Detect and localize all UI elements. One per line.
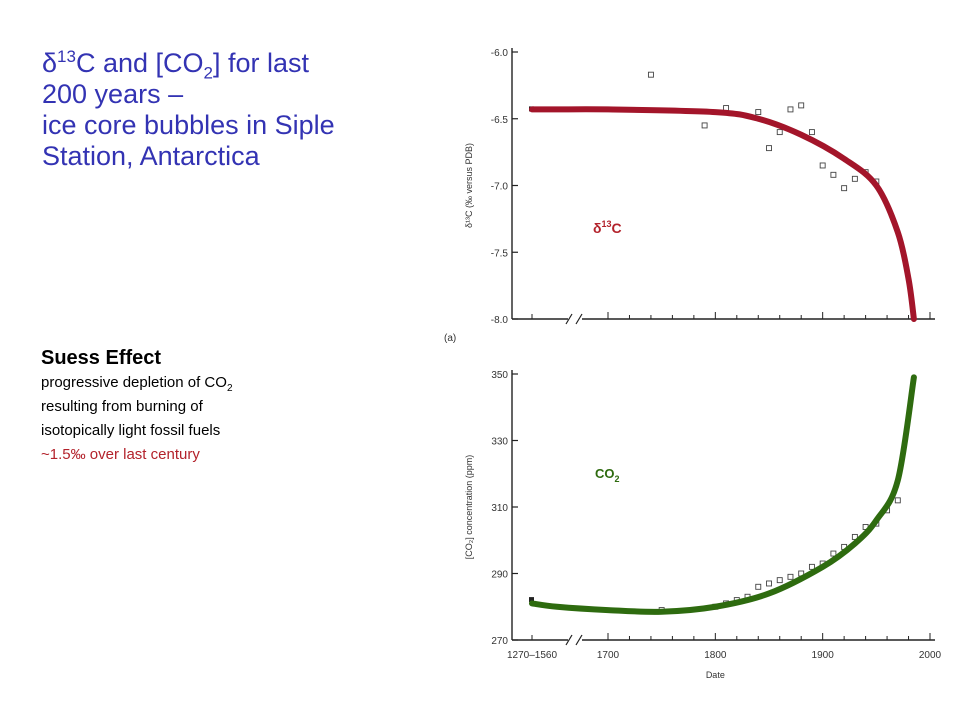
co2-data-point xyxy=(766,580,772,587)
co2-data-point xyxy=(830,550,837,557)
suess-line-2: resulting from burning of xyxy=(41,398,203,415)
co2-y-tick-label: 290 xyxy=(491,570,508,581)
co2-y-tick-label: 350 xyxy=(491,370,508,381)
d13c-panel: -6.0 -6.5 -7.0 -7.5 -8.0 δ¹³C (‰ versus PDB) (… xyxy=(444,48,935,344)
co2-x-tick-label: 1800 xyxy=(704,650,727,661)
d13c-y-tick-label: -7.5 xyxy=(491,248,509,259)
co2-x-tick-label: 1900 xyxy=(812,650,835,661)
d13c-y-tick-label: -6.5 xyxy=(491,115,509,126)
co2-data-point xyxy=(529,597,534,603)
co2-annotation-sub: 2 xyxy=(615,474,620,484)
co2-data-point xyxy=(787,573,794,580)
d13c-y-tick-label: -7.0 xyxy=(491,182,509,193)
d13c-data-point xyxy=(830,171,837,178)
co2-panel: 350 330 310 290 270 [CO₂] concentration (ppm)… xyxy=(464,370,942,680)
d13c-data-point xyxy=(787,106,794,113)
title-text-a: C and [CO xyxy=(75,48,204,78)
d13c-annotation-sup: 13 xyxy=(602,219,612,229)
suess-line-1-sub: 2 xyxy=(226,383,233,394)
co2-data-point xyxy=(851,533,858,540)
co2-axis-break-1 xyxy=(565,634,573,646)
suess-line-1: progressive depletion of CO2 xyxy=(41,371,361,395)
title-superscript: 13 xyxy=(57,47,76,66)
suess-heading: Suess Effect xyxy=(41,347,162,369)
d13c-y-tick-label: -8.0 xyxy=(491,315,509,326)
co2-fit-curve xyxy=(529,374,917,615)
suess-effect-block: Suess Effect progressive depletion of CO… xyxy=(41,345,361,467)
title-text-b: ] for last xyxy=(212,48,310,78)
d13c-data-point xyxy=(808,129,815,136)
title-line-2: 200 years – xyxy=(42,79,184,109)
d13c-data-point xyxy=(776,129,783,136)
title-line-4: Station, Antarctica xyxy=(42,141,260,171)
d13c-data-point xyxy=(798,102,805,109)
co2-x-tick-label: 1700 xyxy=(597,650,620,661)
co2-y-axis-label: [CO₂] concentration (ppm) xyxy=(464,455,474,560)
d13c-data-point xyxy=(647,71,654,78)
co2-data-point xyxy=(808,563,815,570)
title-line-1: δ13C and [CO2] for last xyxy=(42,47,422,83)
d13c-data-point xyxy=(766,145,772,152)
d13c-axis-break-2 xyxy=(575,313,583,325)
d13c-fit-curve xyxy=(529,106,917,322)
d13c-annotation: δ13C xyxy=(593,219,622,236)
d13c-data-point xyxy=(755,109,762,116)
suess-line-3: isotopically light fossil fuels xyxy=(41,422,221,439)
d13c-data-point xyxy=(701,122,708,129)
d13c-data-point xyxy=(851,175,858,182)
co2-x-axis-label: Date xyxy=(706,670,725,680)
title-line-3: ice core bubbles in Siple xyxy=(42,110,335,140)
co2-y-tick-label: 310 xyxy=(491,503,508,514)
co2-x-tick-label: 1270–1560 xyxy=(507,650,557,661)
co2-data-point xyxy=(894,497,901,504)
title-subscript: 2 xyxy=(203,63,213,83)
suess-line-1-text: progressive depletion of CO xyxy=(41,374,227,391)
d13c-data-point xyxy=(819,162,826,169)
co2-axis-break-2 xyxy=(575,634,583,646)
panel-label-a: (a) xyxy=(444,333,456,344)
d13c-annotation-base: δ xyxy=(593,220,602,236)
suess-line-4: ~1.5‰ over last century xyxy=(41,446,200,463)
ice-core-charts: -6.0 -6.5 -7.0 -7.5 -8.0 δ¹³C (‰ versus PDB) (… xyxy=(444,48,942,680)
d13c-y-axis-label: δ¹³C (‰ versus PDB) xyxy=(464,143,474,228)
slide-title: δ13C and [CO2] for last 200 years – ice … xyxy=(42,48,422,172)
co2-y-tick-label: 270 xyxy=(491,636,508,647)
co2-x-tick-label: 2000 xyxy=(919,650,942,661)
d13c-y-tick-label: -6.0 xyxy=(491,48,509,59)
co2-annotation: CO2 xyxy=(595,466,620,484)
delta-symbol: δ xyxy=(42,48,58,78)
d13c-axis-break-1 xyxy=(565,313,573,325)
d13c-annotation-tail: C xyxy=(612,220,622,236)
co2-data-point xyxy=(755,583,762,590)
d13c-data-point xyxy=(841,185,848,192)
co2-data-point xyxy=(776,577,783,584)
co2-y-tick-label: 330 xyxy=(491,437,508,448)
co2-annotation-base: CO xyxy=(595,466,615,481)
